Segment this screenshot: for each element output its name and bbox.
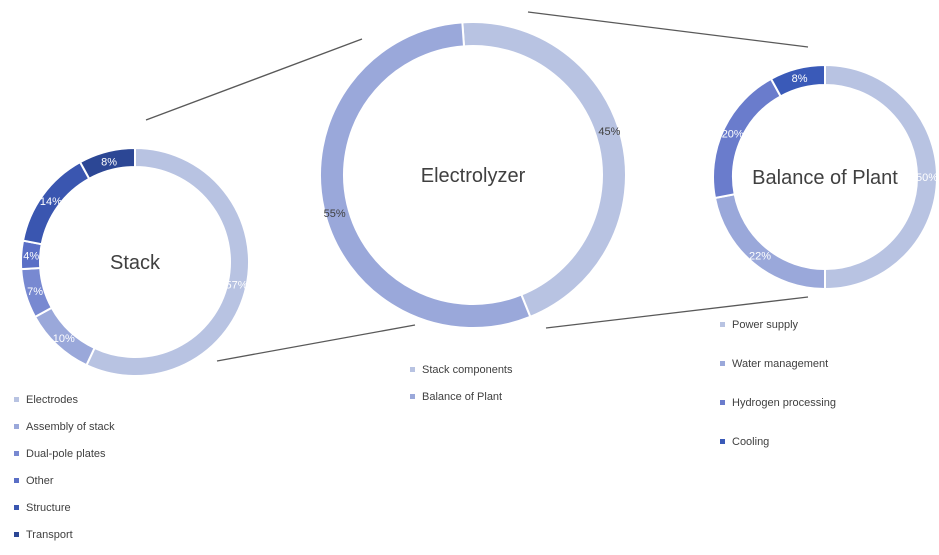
connector-line-4 — [545, 296, 809, 329]
legend-swatch-icon — [14, 396, 19, 402]
connector-line-1 — [145, 38, 363, 121]
legend-label: Electrodes — [26, 394, 78, 407]
slice-value-label-dual-pole-plates: 7% — [27, 286, 43, 298]
donut-charts: 45% 55% Electrolyzer 57% 10% 7% 4% 14% 8% Stack 50… — [20, 21, 938, 377]
legend-label: Balance of Plant — [422, 391, 503, 404]
slice-value-label-assembly-of-stack: 10% — [53, 333, 75, 345]
legend-label: Hydrogen processing — [732, 397, 836, 410]
legend-item-cooling: Cooling — [720, 435, 836, 474]
slice-water-management — [713, 193, 826, 291]
slice-value-label-stack-components: 45% — [598, 126, 620, 138]
legend-label: Other — [26, 475, 54, 488]
legend-swatch-icon — [720, 321, 725, 327]
legend-swatch-icon — [14, 477, 19, 483]
donut-electrolyzer: 45% 55% Electrolyzer — [319, 21, 627, 329]
legend-swatch-icon — [14, 504, 19, 510]
connector-line-3 — [527, 11, 809, 48]
legend-item-electrodes: Electrodes — [14, 393, 115, 420]
slice-value-label-hydrogen-processing: 20% — [722, 129, 744, 141]
legend-item-other: Other — [14, 474, 115, 501]
legend-item-power-supply: Power supply — [720, 318, 836, 357]
legend-item-hydrogen-processing: Hydrogen processing — [720, 396, 836, 435]
exploded-donut-chart: 45% 55% Electrolyzer 57% 10% 7% 4% 14% 8% Stack 50… — [20, 11, 938, 377]
legend-item-structure: Structure — [14, 501, 115, 528]
legend-swatch-icon — [410, 393, 415, 399]
stack-legend: Electrodes Assembly of stack Dual-pole pla… — [14, 393, 115, 555]
donut-title-stack: Stack — [110, 252, 161, 274]
legend-swatch-icon — [14, 423, 19, 429]
legend-swatch-icon — [720, 438, 725, 444]
balance-of-plant-legend: Power supply Water management Hydrogen pro… — [720, 318, 836, 474]
legend-label: Power supply — [732, 319, 799, 332]
legend-label: Stack components — [422, 364, 513, 377]
legend-item-assembly-of-stack: Assembly of stack — [14, 420, 115, 447]
slice-value-label-power-supply: 50% — [916, 172, 938, 184]
donut-title-balance-of-plant: Balance of Plant — [752, 167, 898, 189]
legend-label: Cooling — [732, 436, 770, 449]
electrolyzer-legend: Stack components Balance of Plant — [410, 363, 513, 417]
slice-balance-of-plant — [319, 21, 532, 329]
slice-value-label-other: 4% — [23, 250, 39, 262]
slice-cooling — [769, 63, 826, 98]
donut-stack: 57% 10% 7% 4% 14% 8% Stack — [20, 146, 250, 377]
legend-label: Transport — [26, 529, 73, 542]
legend-swatch-icon — [410, 366, 415, 372]
slice-transport — [78, 146, 136, 181]
legend-item-transport: Transport — [14, 528, 115, 555]
donut-balance-of-plant: 50% 22% 20% 8% Balance of Plant — [712, 63, 938, 291]
legend-item-dual-pole-plates: Dual-pole plates — [14, 447, 115, 474]
legend-item-water-management: Water management — [720, 357, 836, 396]
slice-value-label-structure: 14% — [40, 196, 62, 208]
legend-swatch-icon — [720, 360, 725, 366]
legend-swatch-icon — [14, 450, 19, 456]
slice-value-label-water-management: 22% — [749, 251, 771, 263]
legend-swatch-icon — [720, 399, 725, 405]
legend-swatch-icon — [14, 531, 19, 537]
legend-label: Assembly of stack — [26, 421, 115, 434]
slice-value-label-transport: 8% — [101, 156, 117, 168]
slice-value-label-electrodes: 57% — [225, 280, 247, 292]
legend-item-stack-components: Stack components — [410, 363, 513, 390]
connector-line-2 — [216, 324, 416, 362]
slice-value-label-cooling: 8% — [792, 73, 808, 85]
slice-value-label-balance-of-plant: 55% — [324, 208, 346, 220]
legend-item-balance-of-plant: Balance of Plant — [410, 390, 513, 417]
legend-label: Dual-pole plates — [26, 448, 106, 461]
legend-label: Structure — [26, 502, 71, 515]
connector-lines — [145, 11, 809, 362]
legend-label: Water management — [732, 358, 829, 371]
donut-title-electrolyzer: Electrolyzer — [421, 165, 526, 187]
